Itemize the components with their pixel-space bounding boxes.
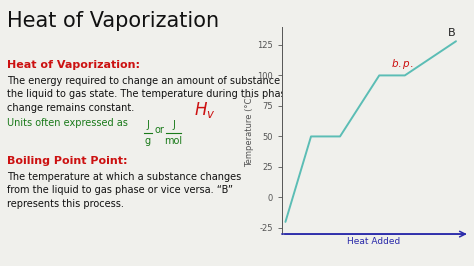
- Text: mol: mol: [164, 136, 182, 146]
- Text: or: or: [155, 125, 164, 135]
- Text: J: J: [172, 120, 175, 130]
- Y-axis label: Temperature (°C): Temperature (°C): [246, 94, 255, 167]
- Text: Units often expressed as: Units often expressed as: [7, 118, 131, 128]
- Text: $\mathit{b.p.}$: $\mathit{b.p.}$: [391, 57, 414, 70]
- X-axis label: Heat Added: Heat Added: [346, 237, 400, 246]
- Text: The energy required to change an amount of substance from
the liquid to gas stat: The energy required to change an amount …: [7, 76, 306, 113]
- Text: The temperature at which a substance changes
from the liquid to gas phase or vic: The temperature at which a substance cha…: [7, 172, 241, 209]
- Text: B: B: [448, 28, 456, 38]
- Text: Heat of Vaporization:: Heat of Vaporization:: [7, 60, 140, 70]
- Text: J: J: [146, 120, 149, 130]
- Text: g: g: [145, 136, 151, 146]
- Text: Boiling Point Point:: Boiling Point Point:: [7, 156, 128, 166]
- Text: $\mathit{H}_{\mathit{v}}$: $\mathit{H}_{\mathit{v}}$: [194, 100, 216, 120]
- Text: Heat of Vaporization: Heat of Vaporization: [7, 11, 219, 31]
